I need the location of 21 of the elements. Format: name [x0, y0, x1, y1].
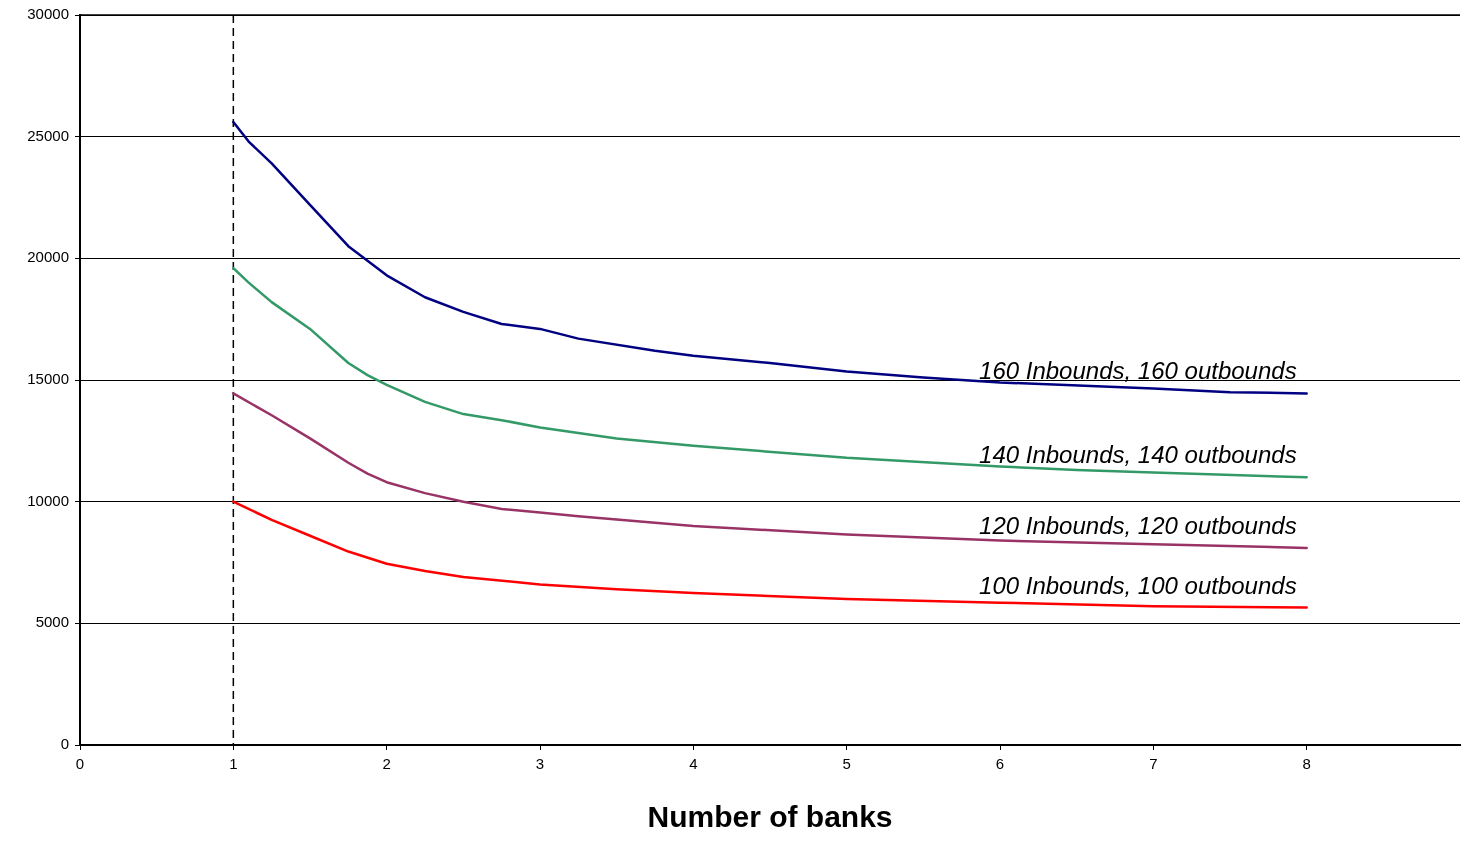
x-axis-title: Number of banks	[647, 800, 893, 834]
x-tick-label: 4	[689, 755, 698, 773]
y-tick-label: 25000	[27, 126, 69, 144]
x-tick-label: 5	[842, 755, 851, 773]
x-tick-label: 1	[229, 755, 238, 773]
x-tick-label: 3	[535, 755, 545, 773]
y-tick-label: 15000	[27, 370, 69, 388]
series-label: 120 Inbounds, 120 outbounds	[979, 511, 1297, 539]
series-label: 160 Inbounds, 160 outbounds	[979, 357, 1297, 385]
x-tick-label: 7	[1149, 755, 1158, 773]
y-tick-label: 5000	[35, 613, 69, 631]
y-tick-label: 0	[60, 735, 69, 753]
y-tick-label: 20000	[27, 248, 69, 266]
x-tick-label: 2	[382, 755, 391, 773]
x-tick-label: 6	[995, 755, 1005, 773]
series-label: 140 Inbounds, 140 outbounds	[979, 441, 1297, 469]
y-tick-label: 10000	[27, 491, 69, 509]
y-tick-label: 30000	[27, 5, 69, 23]
x-tick-label: 0	[75, 755, 85, 773]
series-label: 100 Inbounds, 100 outbounds	[979, 571, 1297, 599]
x-tick-label: 8	[1302, 755, 1311, 773]
